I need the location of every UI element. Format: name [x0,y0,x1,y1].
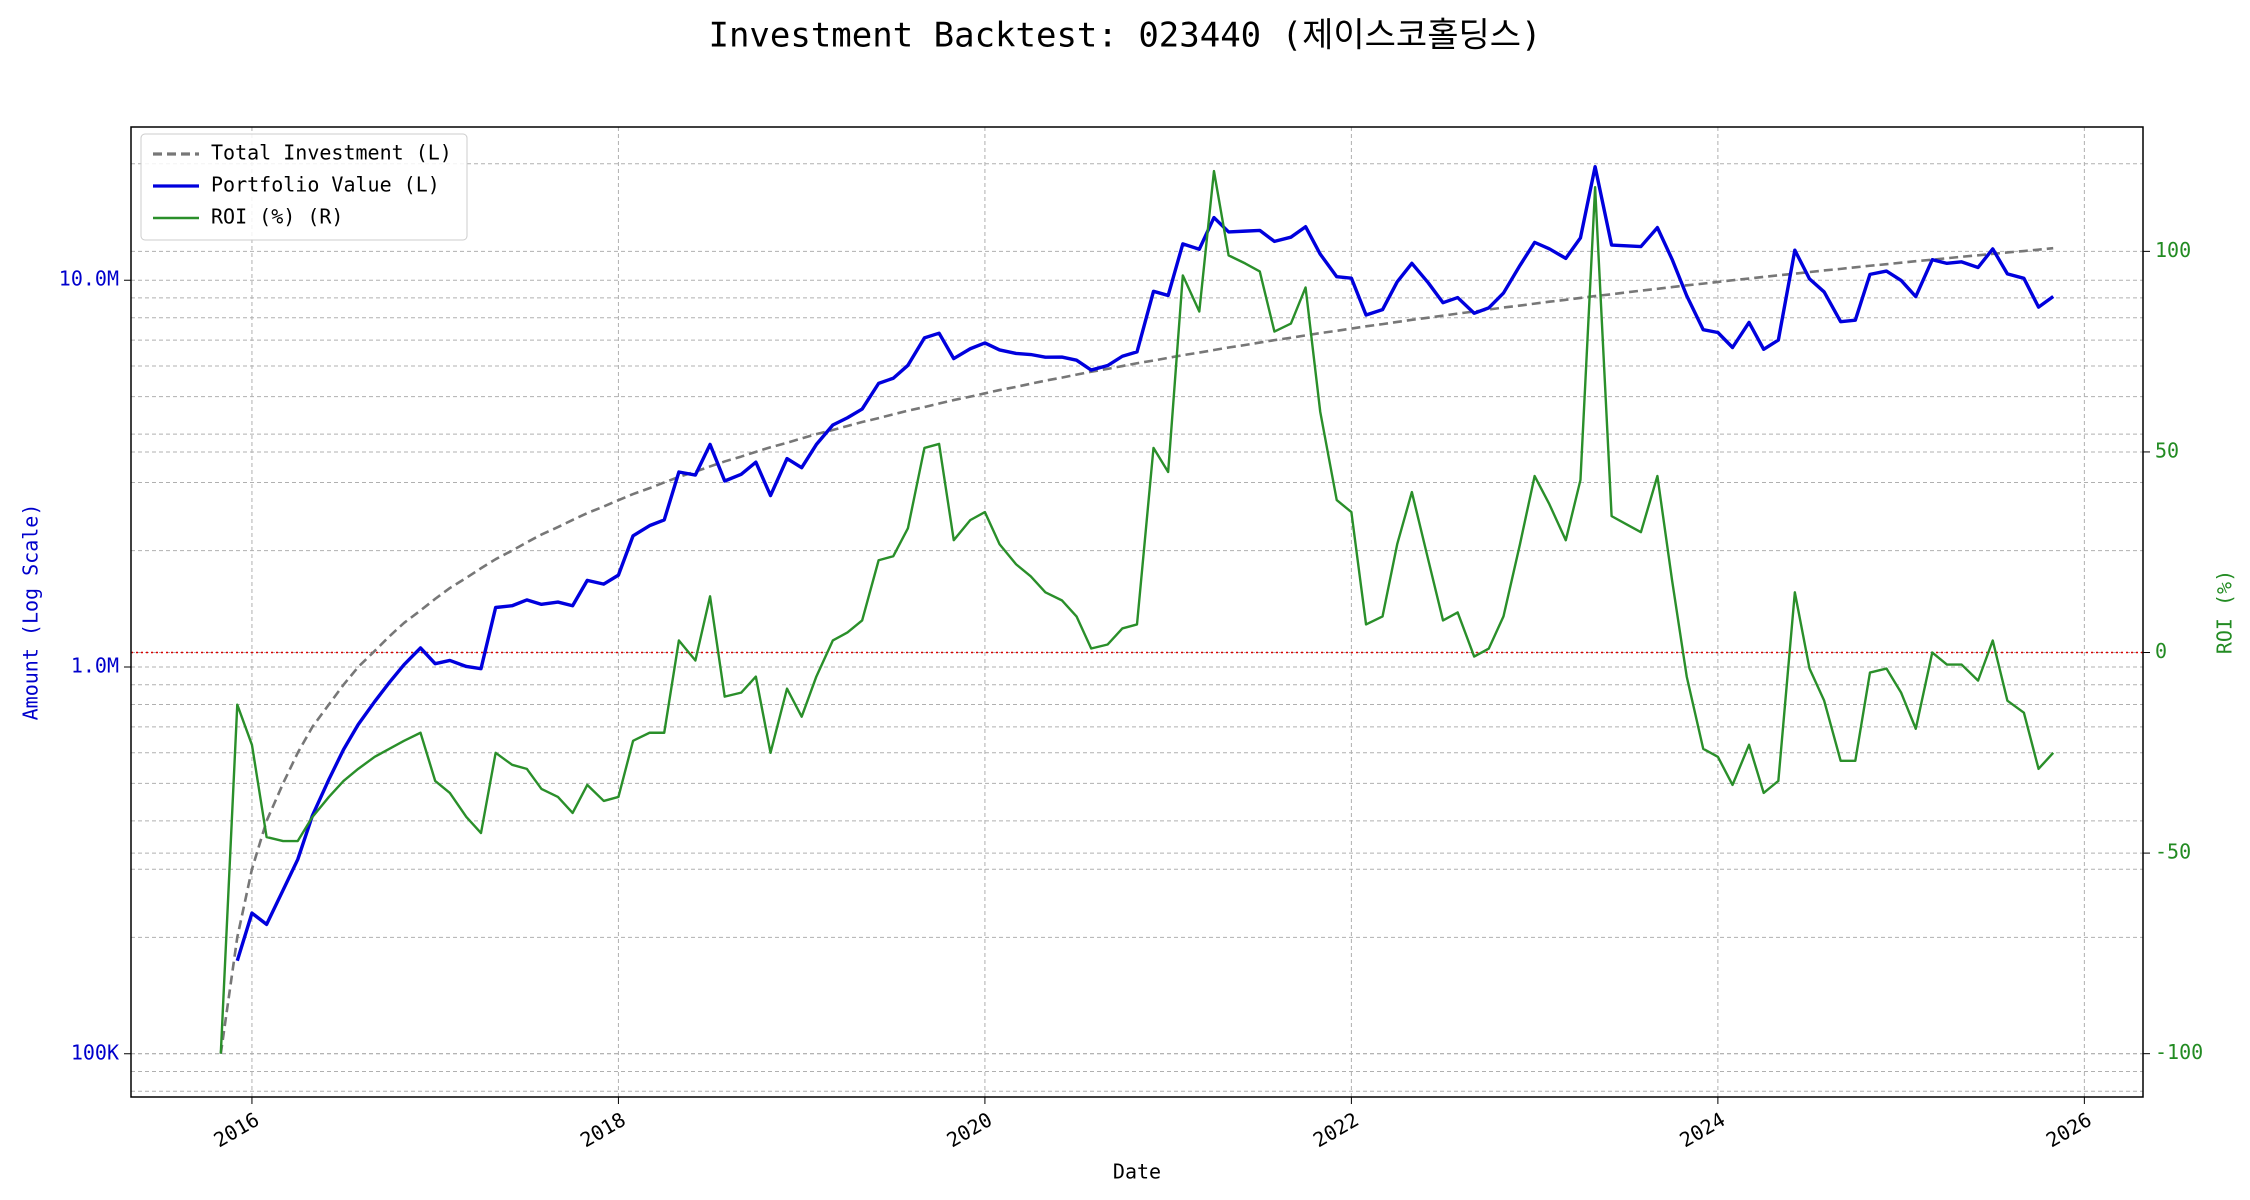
legend-label: Total Investment (L) [211,141,452,165]
x-tick-label: 2024 [1675,1107,1729,1152]
plot-frame [130,126,2144,1098]
y2-tick-label: -100 [2155,1040,2203,1064]
chart-title: Investment Backtest: 023440 (제이스코홀딩스) [708,16,1541,56]
x-tick-label: 2022 [1309,1107,1363,1152]
y-tick-label: 10.0M [59,267,119,291]
x-tick-label: 2020 [942,1107,996,1152]
y2-tick-label: -50 [2155,840,2191,864]
y-axis-label: Amount (Log Scale) [19,504,43,721]
y2-axis-label: ROI (%) [2213,570,2237,654]
y-tick-label: 1.0M [71,653,119,677]
legend-label: Portfolio Value (L) [211,173,440,197]
series-line [219,169,2055,1054]
x-tick-label: 2026 [2042,1107,2096,1152]
series-line [235,165,2055,962]
y2-tick-label: 100 [2155,238,2191,262]
series-line [219,246,2054,1054]
y2-tick-label: 50 [2155,438,2179,462]
legend-label: ROI (%) (R) [211,205,343,229]
x-tick-label: 2016 [209,1107,263,1152]
legend-box [140,133,468,241]
y2-tick-label: 0 [2155,639,2167,663]
y-tick-label: 100K [71,1040,119,1064]
x-tick-label: 2018 [576,1107,630,1152]
x-axis-label: Date [1113,1160,1161,1184]
